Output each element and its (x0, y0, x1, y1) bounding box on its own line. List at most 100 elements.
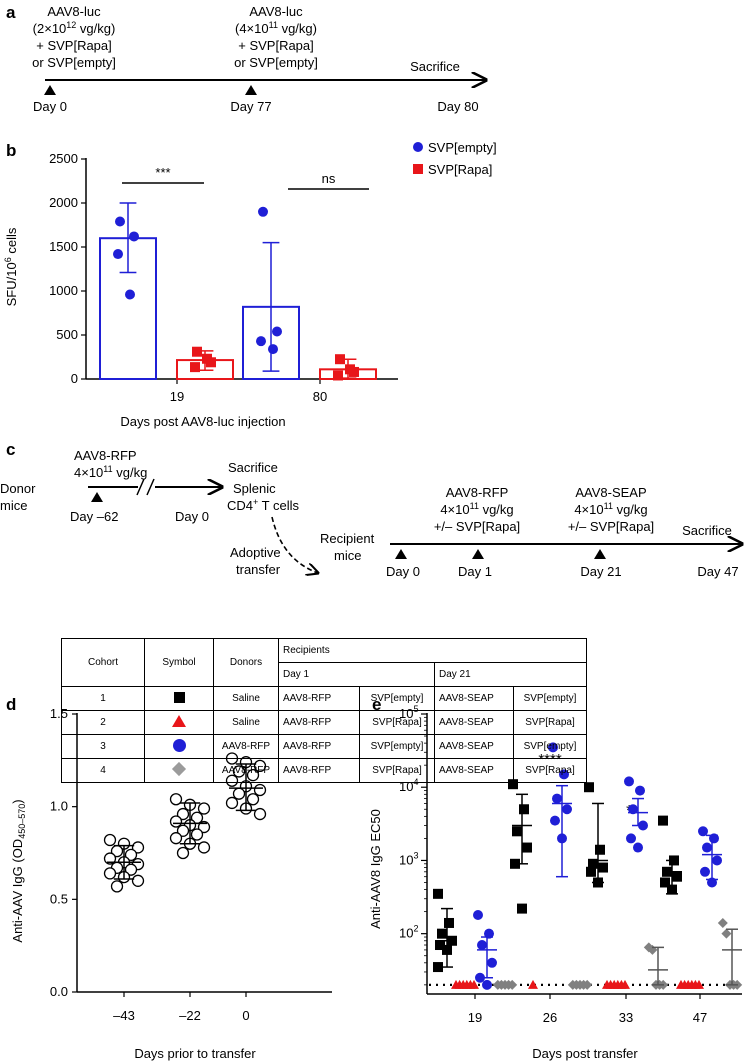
data-point (626, 833, 636, 844)
day1-vector-cell: AAV8-RFP (278, 758, 360, 783)
diamond-icon (171, 761, 187, 777)
x-tick-label: 33 (619, 1010, 633, 1025)
data-point (225, 796, 239, 810)
panel-c-label: c (6, 440, 15, 459)
data-point (633, 842, 643, 853)
cohort-cell: 4 (61, 758, 145, 783)
event-2-line-1: AAV8-luc (249, 4, 303, 19)
legend-empty-marker-icon (413, 142, 423, 152)
data-point (702, 842, 712, 853)
data-point (469, 979, 479, 989)
x-tick-label: –22 (179, 1008, 201, 1023)
legend-rapa-label: SVP[Rapa] (428, 162, 492, 177)
data-point (700, 866, 710, 877)
data-point (169, 832, 183, 845)
donor-day-62-marker-icon (91, 492, 103, 502)
donor-day-0-label: Day 0 (175, 509, 209, 524)
data-point (444, 917, 454, 928)
data-point (528, 979, 538, 989)
data-point (176, 846, 190, 860)
data-point (477, 940, 487, 951)
data-point (272, 326, 282, 337)
x-tick-label: 80 (313, 389, 327, 404)
x-tick-label: 26 (543, 1010, 557, 1025)
data-point (507, 979, 518, 990)
data-point (658, 815, 668, 826)
data-point (169, 815, 183, 828)
data-point (550, 815, 560, 826)
panel-b-x-axis-label: Days post AAV8-luc injection (120, 414, 285, 429)
recipient-label-line-2: mice (334, 548, 361, 563)
data-point (176, 807, 190, 821)
data-point (131, 841, 145, 854)
recipient-day-47-label: Day 47 (697, 564, 738, 579)
day21-vector-cell: AAV8-SEAP (434, 734, 514, 759)
data-point (482, 979, 492, 990)
recipient-label-line-1: Recipient (320, 531, 375, 546)
data-point (717, 917, 728, 928)
header-day-1: Day 1 (278, 662, 435, 687)
data-point (562, 804, 572, 815)
data-point (620, 979, 630, 989)
square-icon (173, 691, 185, 703)
recipient-day-0-label: Day 0 (386, 564, 420, 579)
data-point (508, 779, 518, 790)
event-1-line-2: (2×1012 vg/kg) (33, 20, 116, 36)
data-point (103, 833, 117, 847)
recipient-event-2-line-2: 4×1011 vg/kg (574, 501, 647, 517)
cohort-table: Cohort Symbol Donors Recipients Day 1 Da… (61, 638, 587, 783)
recipient-day-1-marker-icon (472, 549, 484, 559)
day-77-marker-icon (245, 85, 257, 95)
x-tick-label: 47 (693, 1010, 707, 1025)
data-point (192, 346, 202, 357)
day21-vector-cell: AAV8-SEAP (434, 758, 514, 783)
y-tick-label: 2500 (49, 151, 78, 166)
data-point (335, 354, 345, 365)
y-tick-label: 1.0 (50, 799, 68, 814)
donor-label-line-2: mice (0, 498, 27, 513)
data-point (124, 848, 138, 862)
table-header-row: Cohort Symbol Donors Recipients (61, 638, 587, 687)
panel-c-recipient-timeline: AAV8-RFP 4×1011 vg/kg +/– SVP[Rapa] AAV8… (386, 485, 742, 579)
panel-d-y-axis-label: Anti-AAV IgG (OD450–570) (10, 799, 27, 942)
data-point (129, 231, 139, 242)
recipient-day-21-marker-icon (594, 549, 606, 559)
y-tick-label: 103 (399, 850, 418, 867)
data-point (435, 940, 445, 951)
panel-c-donor-timeline: Donor mice AAV8-RFP 4×1011 vg/kg Sacrifi… (0, 448, 375, 577)
significance-label: ns (322, 171, 336, 186)
table-row: 2 Saline AAV8-RFP SVP[Rapa] AAV8-SEAP SV… (61, 710, 587, 735)
data-point (512, 826, 522, 837)
data-point (197, 802, 211, 815)
data-point (582, 979, 593, 990)
data-point (169, 793, 183, 806)
day21-svp-cell: SVP[empty] (513, 734, 587, 759)
day-0-marker-icon (44, 85, 56, 95)
symbol-cell (144, 734, 214, 759)
donors-cell: Saline (213, 710, 279, 735)
panel-a-end-label: Sacrifice (410, 59, 460, 74)
data-point (487, 957, 497, 968)
recipient-event-2-line-3: +/– SVP[Rapa] (568, 519, 654, 534)
day21-vector-cell: AAV8-SEAP (434, 710, 514, 735)
table-row: 1 Saline AAV8-RFP SVP[empty] AAV8-SEAP S… (61, 686, 587, 711)
panel-e-y-axis-label: Anti-AAV8 IgG EC50 (368, 809, 383, 929)
data-point (103, 852, 117, 865)
data-point (588, 858, 598, 869)
data-point (246, 793, 260, 806)
data-point (253, 783, 267, 797)
header-cohort: Cohort (61, 638, 145, 687)
panel-e-x-axis-label: Days post transfer (532, 1046, 638, 1061)
day1-vector-cell: AAV8-RFP (278, 710, 360, 735)
cohort-cell: 2 (61, 710, 145, 735)
data-point (721, 928, 732, 939)
day-0-label: Day 0 (33, 99, 67, 114)
recipient-day-1-label: Day 1 (458, 564, 492, 579)
panel-a-label: a (6, 3, 16, 22)
data-point (598, 862, 608, 873)
day1-svp-cell: SVP[Rapa] (359, 710, 435, 735)
data-point (586, 866, 596, 877)
day21-svp-cell: SVP[Rapa] (513, 758, 587, 783)
x-tick-label: 19 (170, 389, 184, 404)
